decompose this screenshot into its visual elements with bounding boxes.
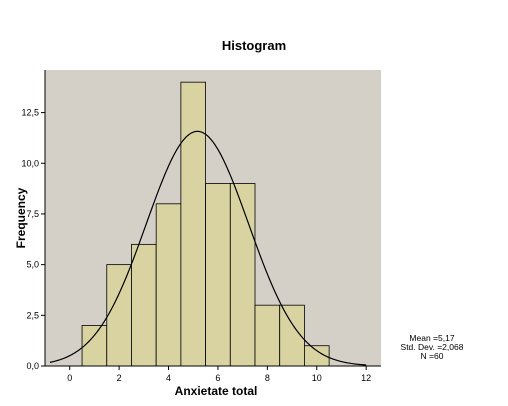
histogram-bar (155, 203, 182, 367)
x-tick-label: 0 (67, 373, 72, 383)
chart-title: Histogram (222, 38, 286, 53)
x-ticks-group: 0 2 4 6 8 10 12 (67, 366, 371, 383)
histogram-bar (106, 264, 132, 367)
y-tick-label: 12,5 (21, 108, 39, 118)
y-tick-label: 0,0 (26, 361, 39, 371)
x-axis-label: Anxietate total (175, 384, 258, 398)
histogram-bar (205, 183, 231, 367)
histogram-bar (229, 183, 256, 367)
y-tick-label: 5,0 (26, 260, 39, 270)
x-tick-label: 6 (215, 373, 220, 383)
x-tick-label: 4 (166, 373, 171, 383)
y-tick-label: 10,0 (21, 158, 39, 168)
x-tick-label: 12 (361, 373, 371, 383)
stats-mean: Mean =5,17 (409, 333, 454, 343)
x-tick-label: 8 (265, 373, 270, 383)
bars-group (81, 81, 330, 367)
stats-n: N =60 (421, 351, 444, 361)
y-tick-label: 7,5 (26, 209, 39, 219)
y-axis-label: Frequency (14, 187, 28, 248)
y-tick-label: 2,5 (26, 310, 39, 320)
y-ticks-group: 0,0 2,5 5,0 7,5 10,0 12,5 (21, 108, 45, 371)
x-tick-label: 10 (312, 373, 322, 383)
histogram-bar (254, 304, 281, 367)
stats-std-dev: Std. Dev. =2,068 (401, 342, 464, 352)
histogram-bar (131, 243, 157, 367)
normal-curve (49, 130, 367, 366)
histogram-bar (180, 81, 206, 367)
x-tick-label: 2 (117, 373, 122, 383)
stats-box: Mean =5,17 Std. Dev. =2,068 N =60 (401, 333, 464, 361)
histogram-bar (81, 325, 108, 367)
